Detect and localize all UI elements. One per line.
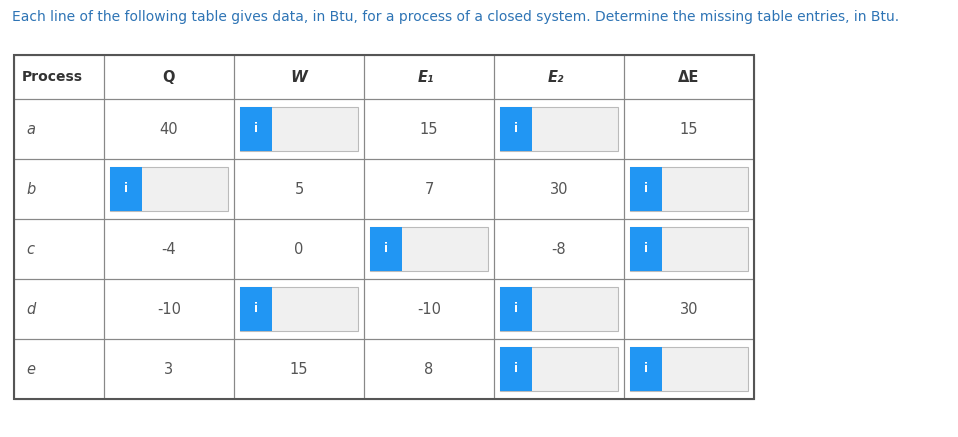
Bar — [234, 159, 364, 219]
Text: i: i — [513, 122, 518, 135]
Bar — [240, 287, 358, 331]
Text: Each line of the following table gives data, in Btu, for a process of a closed s: Each line of the following table gives d… — [12, 10, 900, 24]
Text: 15: 15 — [289, 361, 308, 377]
Bar — [624, 339, 754, 399]
Bar — [240, 107, 272, 151]
Bar — [14, 339, 104, 399]
Bar — [14, 159, 104, 219]
Bar — [104, 219, 234, 279]
Text: i: i — [254, 122, 258, 135]
Bar — [14, 279, 104, 339]
Bar — [370, 227, 488, 271]
Text: -4: -4 — [162, 242, 176, 257]
Text: E₁: E₁ — [418, 69, 434, 84]
Bar — [624, 99, 754, 159]
Text: 15: 15 — [680, 121, 698, 136]
Text: 8: 8 — [424, 361, 434, 377]
Text: d: d — [26, 302, 35, 316]
Text: i: i — [124, 183, 127, 195]
Bar — [240, 287, 272, 331]
Bar — [364, 55, 494, 99]
Bar — [500, 287, 618, 331]
Bar — [494, 99, 624, 159]
Text: b: b — [26, 181, 35, 197]
Bar — [110, 167, 228, 211]
Bar — [370, 227, 401, 271]
Bar — [494, 219, 624, 279]
Bar — [104, 279, 234, 339]
Text: -10: -10 — [157, 302, 181, 316]
Bar — [14, 55, 754, 399]
Text: i: i — [254, 302, 258, 316]
Bar — [494, 279, 624, 339]
Text: 15: 15 — [420, 121, 438, 136]
Text: ΔE: ΔE — [678, 69, 699, 84]
Bar — [494, 55, 624, 99]
Text: 7: 7 — [424, 181, 434, 197]
Bar — [624, 159, 754, 219]
Bar — [234, 279, 364, 339]
Text: i: i — [513, 302, 518, 316]
Bar — [14, 99, 104, 159]
Text: 3: 3 — [165, 361, 173, 377]
Bar — [364, 99, 494, 159]
Bar — [104, 339, 234, 399]
Bar — [630, 227, 662, 271]
Text: i: i — [644, 183, 648, 195]
Bar — [364, 159, 494, 219]
Text: 40: 40 — [160, 121, 178, 136]
Bar — [14, 55, 104, 99]
Text: -8: -8 — [552, 242, 566, 257]
Text: i: i — [644, 363, 648, 375]
Bar — [240, 107, 358, 151]
Bar — [364, 279, 494, 339]
Bar — [630, 347, 662, 391]
Bar — [14, 219, 104, 279]
Bar — [494, 159, 624, 219]
Text: c: c — [26, 242, 34, 257]
Text: a: a — [26, 121, 35, 136]
Text: Q: Q — [163, 69, 175, 84]
Bar — [234, 339, 364, 399]
Text: 30: 30 — [550, 181, 568, 197]
Bar — [500, 107, 532, 151]
Bar — [234, 219, 364, 279]
Bar — [500, 347, 532, 391]
Bar — [630, 167, 748, 211]
Bar — [500, 347, 618, 391]
Bar — [494, 339, 624, 399]
Bar — [624, 55, 754, 99]
Text: i: i — [513, 363, 518, 375]
Bar — [624, 279, 754, 339]
Bar — [104, 159, 234, 219]
Bar — [624, 219, 754, 279]
Text: W: W — [290, 69, 308, 84]
Text: Process: Process — [22, 70, 83, 84]
Bar — [630, 167, 662, 211]
Bar — [234, 55, 364, 99]
Bar — [110, 167, 142, 211]
Bar — [364, 219, 494, 279]
Bar — [364, 339, 494, 399]
Text: 5: 5 — [294, 181, 304, 197]
Text: i: i — [644, 243, 648, 256]
Text: i: i — [384, 243, 388, 256]
Text: e: e — [26, 361, 35, 377]
Bar — [500, 287, 532, 331]
Text: -10: -10 — [417, 302, 441, 316]
Bar — [104, 99, 234, 159]
Bar — [630, 347, 748, 391]
Text: 30: 30 — [680, 302, 698, 316]
Text: 0: 0 — [294, 242, 304, 257]
Text: E₂: E₂ — [548, 69, 564, 84]
Bar — [500, 107, 618, 151]
Bar — [234, 99, 364, 159]
Bar — [630, 227, 748, 271]
Bar — [104, 55, 234, 99]
